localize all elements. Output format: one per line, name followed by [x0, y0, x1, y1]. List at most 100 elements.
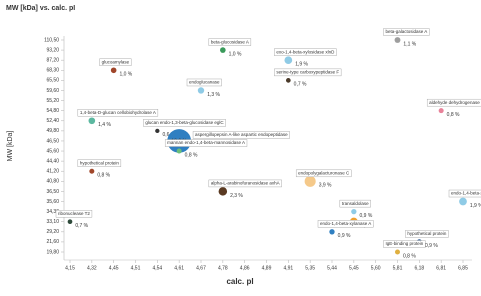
y-tick-label: 41,20: [46, 169, 59, 175]
name-box: [164, 139, 248, 147]
bubble-label: 0,8 %: [403, 253, 416, 259]
name-box: [426, 98, 481, 107]
bubble-label: 0,8 %: [97, 173, 110, 179]
bubble-label: 2,3 %: [230, 193, 243, 199]
name-box: [143, 119, 226, 127]
x-tick-label: 4,45: [109, 265, 119, 271]
y-tick-label: 68,30: [46, 68, 59, 74]
bubble-label: 0,9 %: [425, 243, 438, 249]
bubble: [351, 208, 357, 215]
bubble-label: 0,9 %: [359, 213, 372, 219]
y-tick-label: 46,50: [46, 138, 59, 144]
y-tick-label: 93,20: [46, 47, 59, 53]
name-box: [383, 28, 430, 36]
point-name: aspergillopepsin A-like aspartic endopep…: [195, 132, 288, 137]
y-tick-label: 40,80: [46, 179, 59, 185]
bubble-label: 1,1 %: [403, 41, 416, 47]
point-name: hypothetical protein: [407, 231, 447, 236]
bubble-label: 0,7 %: [75, 223, 88, 229]
bubble: [88, 117, 96, 125]
x-tick-label: 4,86: [240, 265, 250, 271]
bubble-label: 1,0 %: [119, 72, 132, 78]
bubble: [155, 128, 160, 134]
bubble-label: 0,8 %: [185, 152, 198, 158]
x-tick-label: 4,15: [65, 265, 75, 271]
x-tick-label: 4,54: [152, 265, 162, 271]
bubble: [176, 148, 182, 154]
bubble-label: 1,9 %: [470, 203, 481, 209]
point-name: glucan endo-1,3-beta-glucosidase eglC: [145, 120, 224, 125]
y-tick-label: 29,20: [46, 229, 59, 235]
point-name: exo-1,4-beta-xylosidase xlnD: [276, 49, 335, 54]
name-box: [208, 179, 282, 188]
bubble: [394, 249, 401, 255]
name-box: [295, 169, 352, 178]
point-name: aldehyde dehydrogenase: [429, 100, 480, 105]
y-tick-label: 21,60: [46, 239, 59, 245]
x-axis-label: calc. pI: [226, 277, 253, 286]
x-tick-label: 6,81: [436, 265, 446, 271]
bubble: [459, 197, 467, 206]
x-tick-label: 4,78: [218, 265, 228, 271]
point-name: ribonuclease T2: [58, 211, 90, 216]
name-box: [77, 109, 159, 117]
y-tick-label: 52,40: [46, 118, 59, 124]
point-name: beta-galactosidase A: [386, 29, 428, 34]
y-tick-label: 36,50: [46, 189, 59, 195]
point-name: transaldolase: [342, 201, 369, 206]
point-name: endoglucanase: [189, 80, 220, 85]
point-name: alpha-L-arabinofuranosidase axhA: [211, 181, 280, 186]
bubble-label: 1,4 %: [98, 122, 111, 128]
name-box: [317, 220, 374, 228]
name-box: [77, 159, 122, 167]
bubble: [110, 67, 117, 74]
name-box: [186, 78, 222, 87]
point-name: 1,4-beta-D-glucan cellobiohydrolase A: [80, 110, 156, 115]
y-tick-label: 49,80: [46, 128, 59, 134]
x-tick-label: 5,81: [393, 265, 403, 271]
y-tick-label: 44,40: [46, 158, 59, 164]
bubble: [67, 219, 73, 225]
y-tick-label: 35,60: [46, 199, 59, 205]
y-tick-label: 87,20: [46, 58, 59, 64]
x-tick-label: 6,18: [414, 265, 424, 271]
bubble: [438, 108, 444, 114]
y-tick-label: 33,10: [46, 219, 59, 225]
name-box: [405, 230, 449, 238]
bubble: [89, 168, 95, 174]
x-tick-label: 4,51: [131, 265, 141, 271]
name-box: [339, 199, 371, 208]
y-axis-label: MW [kDa]: [7, 131, 14, 162]
y-tick-label: 55,20: [46, 98, 59, 104]
point-name: beta-glucosidase A: [211, 39, 249, 44]
point-name: glucoamylase: [102, 59, 130, 64]
point-name: serine-type carboxypeptidase F: [276, 70, 339, 75]
point-name: hypothetical protein: [80, 160, 120, 165]
x-tick-label: 4,67: [196, 265, 206, 271]
bubble: [284, 56, 293, 65]
bubble: [197, 87, 205, 94]
y-tick-label: 19,80: [46, 249, 59, 255]
name-box: [274, 48, 337, 56]
bubble-label: 1,3 %: [207, 92, 220, 98]
x-tick-label: 4,91: [283, 265, 293, 271]
bubble-label: 0,8 %: [447, 112, 460, 118]
name-box: [99, 58, 132, 66]
y-tick-label: 45,60: [46, 148, 59, 154]
name-box: [192, 131, 290, 139]
point-name: endo-1,4-beta-xylanase A: [320, 221, 371, 226]
x-tick-label: 5,45: [349, 265, 359, 271]
name-box: [448, 189, 481, 198]
x-tick-label: 4,89: [262, 265, 272, 271]
bubble-label: 0,7 %: [294, 82, 307, 88]
x-tick-label: 6,85: [458, 265, 468, 271]
bubble: [329, 229, 335, 235]
y-tick-label: 54,80: [46, 108, 59, 114]
point-name: mannan endo-1,4-beta-mannosidase A: [167, 140, 245, 145]
bubble: [304, 175, 316, 187]
name-box: [383, 240, 426, 248]
x-tick-label: 4,61: [174, 265, 184, 271]
name-box: [208, 38, 252, 46]
y-tick-label: 59,60: [46, 88, 59, 94]
name-box: [55, 210, 93, 218]
